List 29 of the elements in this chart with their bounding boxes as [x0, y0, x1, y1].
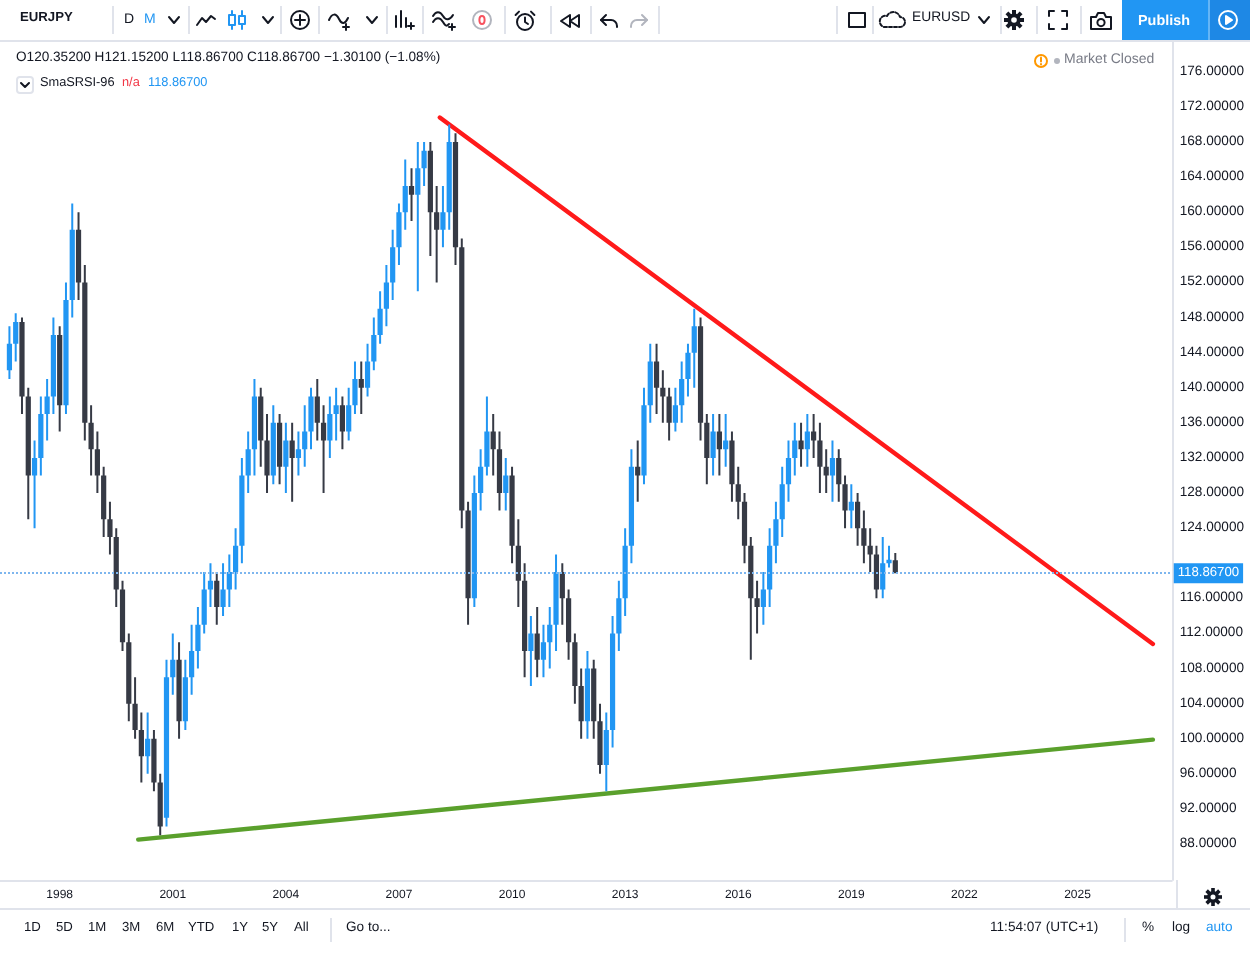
candlestick — [276, 414, 283, 485]
candlestick — [503, 457, 509, 511]
candlestick — [283, 422, 289, 494]
candlestick — [817, 422, 823, 494]
candlestick — [214, 572, 220, 625]
candlestick — [408, 168, 415, 222]
candlestick — [716, 414, 722, 476]
candlestick — [892, 553, 898, 574]
candlestick — [710, 414, 716, 476]
candlestick — [358, 361, 364, 415]
candlestick — [270, 405, 276, 485]
candlestick — [57, 326, 63, 432]
candlestick — [176, 642, 182, 739]
candlestick — [653, 343, 660, 415]
candlestick — [798, 422, 804, 467]
candlestick — [339, 396, 346, 450]
candlestick — [635, 440, 641, 502]
candlestick — [289, 422, 295, 502]
candlestick — [145, 712, 151, 774]
candlestick — [528, 615, 534, 687]
candlestick — [534, 607, 540, 678]
candlestick — [804, 414, 810, 467]
candlestick — [327, 396, 333, 458]
candlestick — [723, 414, 729, 467]
candlestick — [584, 650, 591, 739]
candlestick — [415, 142, 421, 292]
candlestick — [848, 484, 854, 529]
candlestick — [880, 536, 886, 599]
candlestick — [829, 440, 836, 502]
